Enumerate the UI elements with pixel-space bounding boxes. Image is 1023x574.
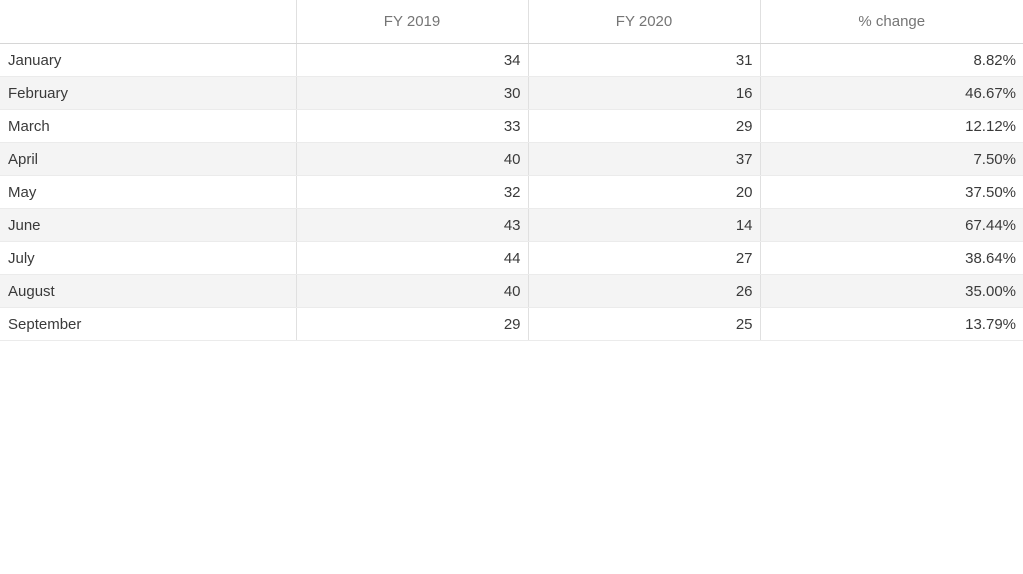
fy2020-cell: 27 [527, 241, 760, 275]
fy2019-cell: 44 [295, 241, 528, 275]
fy2020-cell: 14 [527, 208, 760, 242]
month-cell: January [0, 43, 296, 77]
month-cell: March [0, 109, 296, 143]
table-body: January 34 31 8.82% February 30 16 46.67% March 3… [0, 43, 1023, 341]
month-cell: August [0, 274, 296, 308]
month-cell: July [0, 241, 296, 275]
column-header-fy2019: FY 2019 [295, 0, 528, 44]
table-row: May 32 20 37.50% [0, 175, 1023, 209]
monthly-comparison-table: FY 2019 FY 2020 % change January 34 31 8.82… [0, 0, 1023, 341]
fy2019-cell: 30 [295, 76, 528, 110]
month-cell: May [0, 175, 296, 209]
table-row: April 40 37 7.50% [0, 142, 1023, 176]
fy2020-cell: 37 [527, 142, 760, 176]
month-cell: June [0, 208, 296, 242]
pct-change-cell: 38.64% [759, 241, 1023, 275]
month-cell: September [0, 307, 296, 341]
table-header: FY 2019 FY 2020 % change [0, 0, 1023, 44]
pct-change-cell: 13.79% [759, 307, 1023, 341]
fy2019-cell: 34 [295, 43, 528, 77]
fy2020-cell: 29 [527, 109, 760, 143]
pct-change-cell: 67.44% [759, 208, 1023, 242]
column-header-pct-change: % change [759, 0, 1023, 44]
fy2019-cell: 32 [295, 175, 528, 209]
pct-change-cell: 12.12% [759, 109, 1023, 143]
month-cell: February [0, 76, 296, 110]
table-row: July 44 27 38.64% [0, 241, 1023, 275]
column-header-month [0, 0, 296, 44]
table-row: September 29 25 13.79% [0, 307, 1023, 341]
month-cell: April [0, 142, 296, 176]
fy2020-cell: 31 [527, 43, 760, 77]
column-header-fy2020: FY 2020 [527, 0, 760, 44]
fy2019-cell: 43 [295, 208, 528, 242]
pct-change-cell: 8.82% [759, 43, 1023, 77]
table-row: January 34 31 8.82% [0, 43, 1023, 77]
table-row: August 40 26 35.00% [0, 274, 1023, 308]
table-row: March 33 29 12.12% [0, 109, 1023, 143]
fy2019-cell: 40 [295, 274, 528, 308]
fy2020-cell: 16 [527, 76, 760, 110]
table-row: June 43 14 67.44% [0, 208, 1023, 242]
fy2020-cell: 26 [527, 274, 760, 308]
pct-change-cell: 46.67% [759, 76, 1023, 110]
table-header-row: FY 2019 FY 2020 % change [0, 0, 1023, 44]
fy2019-cell: 40 [295, 142, 528, 176]
pct-change-cell: 7.50% [759, 142, 1023, 176]
fy2020-cell: 20 [527, 175, 760, 209]
table-row: February 30 16 46.67% [0, 76, 1023, 110]
fy2019-cell: 29 [295, 307, 528, 341]
fy2019-cell: 33 [295, 109, 528, 143]
fy2020-cell: 25 [527, 307, 760, 341]
pct-change-cell: 37.50% [759, 175, 1023, 209]
pct-change-cell: 35.00% [759, 274, 1023, 308]
